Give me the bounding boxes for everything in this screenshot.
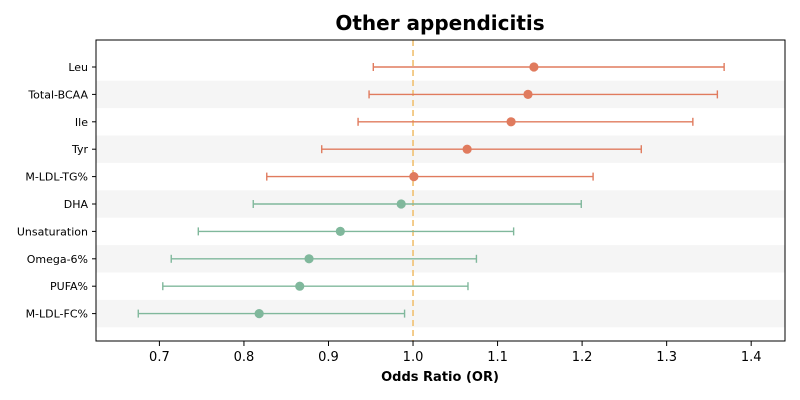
or-point [529, 62, 539, 72]
forest-row [252, 199, 582, 209]
plot-frame [95, 39, 786, 342]
y-tick-label: Tyr [71, 143, 89, 156]
x-axis-label: Odds Ratio (OR) [381, 370, 499, 385]
forest-row [266, 172, 594, 182]
or-point [396, 199, 406, 209]
x-tick-label: 1.1 [487, 350, 508, 365]
x-tick-label: 1.4 [741, 350, 762, 365]
forest-row [137, 309, 406, 319]
x-tick-label: 0.8 [234, 350, 255, 365]
or-point [335, 226, 345, 236]
y-tick-label: Total-BCAA [27, 88, 88, 101]
x-tick-label: 0.9 [318, 350, 339, 365]
or-point [462, 144, 472, 154]
forest-row [162, 281, 469, 291]
data-rows [137, 62, 725, 319]
or-point [295, 281, 305, 291]
y-tick-label: M-LDL-TG% [25, 171, 88, 184]
forest-row [170, 254, 478, 264]
x-tick-label: 1.2 [572, 350, 593, 365]
or-point [254, 309, 264, 319]
forest-row [321, 144, 642, 154]
chart-title: Other appendicitis [335, 11, 544, 35]
or-point [409, 172, 419, 182]
y-tick-label: Omega-6% [27, 253, 88, 266]
forest-row [372, 62, 725, 72]
y-tick-label: Leu [68, 61, 88, 74]
forest-row [357, 117, 694, 127]
x-tick-label: 1.0 [403, 350, 424, 365]
y-tick-label: PUFA% [50, 280, 88, 293]
or-point [523, 89, 533, 99]
or-point [304, 254, 314, 264]
y-tick-label: Unsaturation [17, 225, 88, 238]
x-axis-ticks: 0.7 0.8 0.9 1.0 1.1 1.2 1.3 1.4 [149, 341, 762, 365]
y-axis-labels: Leu Total-BCAA Ile Tyr M-LDL-TG% DHA Unsaturat… [17, 61, 96, 321]
x-tick-label: 0.7 [149, 350, 170, 365]
forest-row [368, 89, 719, 99]
y-tick-label: Ile [75, 116, 88, 129]
y-tick-label: DHA [64, 198, 89, 211]
x-tick-label: 1.3 [656, 350, 677, 365]
forest-row [197, 226, 515, 236]
y-tick-label: M-LDL-FC% [26, 308, 88, 321]
or-point [506, 117, 516, 127]
